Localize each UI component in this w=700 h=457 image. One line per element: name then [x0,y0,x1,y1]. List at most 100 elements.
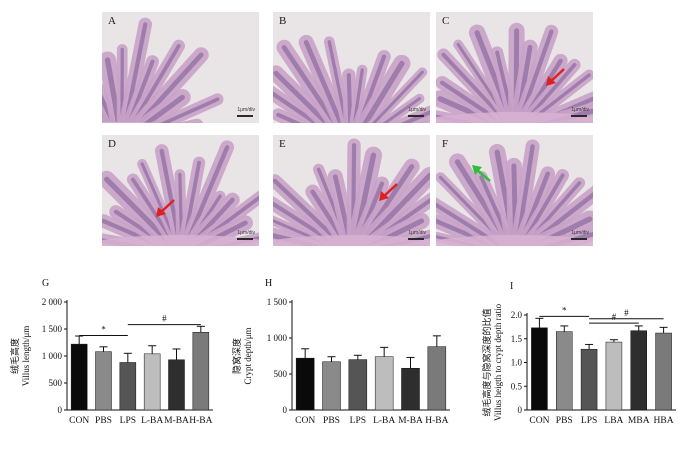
panel-label-c: C [442,15,450,27]
villus-core [357,54,387,123]
villus-core [371,70,424,123]
villus-core [273,70,331,123]
y-tick-label: 1 500 [42,324,63,334]
panel-label-e: E [279,138,286,150]
y-axis-label-cn: 绒毛高度 [9,338,20,374]
chart-panel-label: G [42,278,49,289]
category-label: CON [69,416,89,426]
villus-core [362,60,405,123]
y-tick-label: 0.5 [511,381,523,391]
y-axis-label-en: Villus length/μm [21,326,31,387]
category-label: HBA [654,416,674,426]
significance-marker: # [612,312,617,322]
bar-pbs [556,331,573,411]
muscle-layer [436,235,593,246]
villus-core [102,93,116,123]
red-arrow-icon [379,183,398,201]
category-label: M-BA [398,416,423,426]
red-arrow-icon [546,68,565,86]
villus-core [143,94,185,123]
bar-h-ba [192,331,210,411]
y-axis-label-en: Crypt depth/μm [243,327,253,384]
histology-panel-a: A 1μm/div [102,12,259,123]
scale-bar-d [237,238,253,240]
villus-core [327,40,348,123]
bar-pbs [95,351,112,411]
scale-bar-b [408,115,424,117]
chart-panel-label: H [265,278,272,289]
panel-label-d: D [108,138,116,150]
bar-con [70,343,88,411]
villus-core [136,52,204,123]
category-label: LPS [350,416,366,426]
villus-core [281,45,338,123]
y-tick-label: 0 [283,405,288,415]
muscle-layer [436,112,593,123]
category-label: PBS [95,416,112,426]
histology-panel-d: D 1μm/div [102,135,259,246]
villus-core [130,43,181,123]
significance-marker: # [162,314,167,324]
villus-core [273,91,320,123]
villus-core [303,40,344,123]
scale-bar-e [408,238,424,240]
villus-core [346,73,353,123]
bar-h-ba [427,346,447,411]
panel-label-b: B [279,15,287,27]
histology-image-b [273,12,430,123]
histology-panel-e: E 1μm/div [273,135,430,246]
histology-panel-b: B 1μm/div [273,12,430,123]
histology-image-c [436,12,593,123]
histology-panel-f: F 1μm/div [436,135,593,246]
histology-image-f [436,135,593,246]
villus-core [104,57,122,123]
histology-image-e [273,135,430,246]
villus-core [352,68,364,123]
red-arrow-icon [156,199,175,217]
histology-image-a [102,12,259,123]
category-label: H-BA [425,416,448,426]
chart-g: G 0 500 1 000 1 500 2 000 绒毛高度 Villus length/μm… [9,278,213,426]
category-label: M-BA [164,416,189,426]
y-tick-label: 2.0 [511,310,523,320]
histology-panel-c: C 1μm/div [436,12,593,123]
villus-core [382,97,422,123]
significance-marker: # [624,308,629,318]
bar-m-ba [168,359,185,411]
y-tick-label: 2 000 [42,297,63,307]
villus-core [440,80,507,123]
panel-label-f: F [442,138,449,150]
muscle-layer [273,235,430,246]
chart-h: H 0 500 1 000 1 500 隐窝深度 Crypt depth/μm CON PBS L… [231,278,450,426]
villus-core [159,97,220,123]
bar-lba [605,341,623,411]
category-label: LBA [604,416,623,426]
scale-text-c: 1μm/div [571,107,589,113]
category-label: L-BA [141,416,163,426]
bar-pbs [322,361,341,411]
bar-lps [119,362,137,411]
scale-text-d: 1μm/div [237,230,255,236]
y-axis-label-cn: 隐窝深度 [231,338,242,374]
scale-bar-f [571,238,587,240]
green-arrow-icon [472,165,491,182]
bar-l-ba [143,353,161,411]
chart-panel-label: I [510,281,513,292]
category-label: H-BA [189,416,212,426]
y-tick-label: 1.0 [511,358,523,368]
scale-text-a: 1μm/div [237,107,255,113]
significance-marker: * [562,305,567,315]
category-label: PBS [556,416,573,426]
y-tick-label: 1.5 [511,334,523,344]
villus-core [127,59,155,123]
panel-label-a: A [108,15,116,27]
category-label: MBA [628,416,650,426]
category-label: LPS [120,416,136,426]
chart-i: I 0 0.5 1.0 1.5 2.0 绒毛高度与隐窝深度的比值 Villus heigth … [481,281,676,426]
bar-m-ba [401,367,420,411]
bar-l-ba [374,356,394,411]
category-label: L-BA [373,416,395,426]
scale-text-b: 1μm/div [408,107,426,113]
bar-hba [655,332,672,411]
